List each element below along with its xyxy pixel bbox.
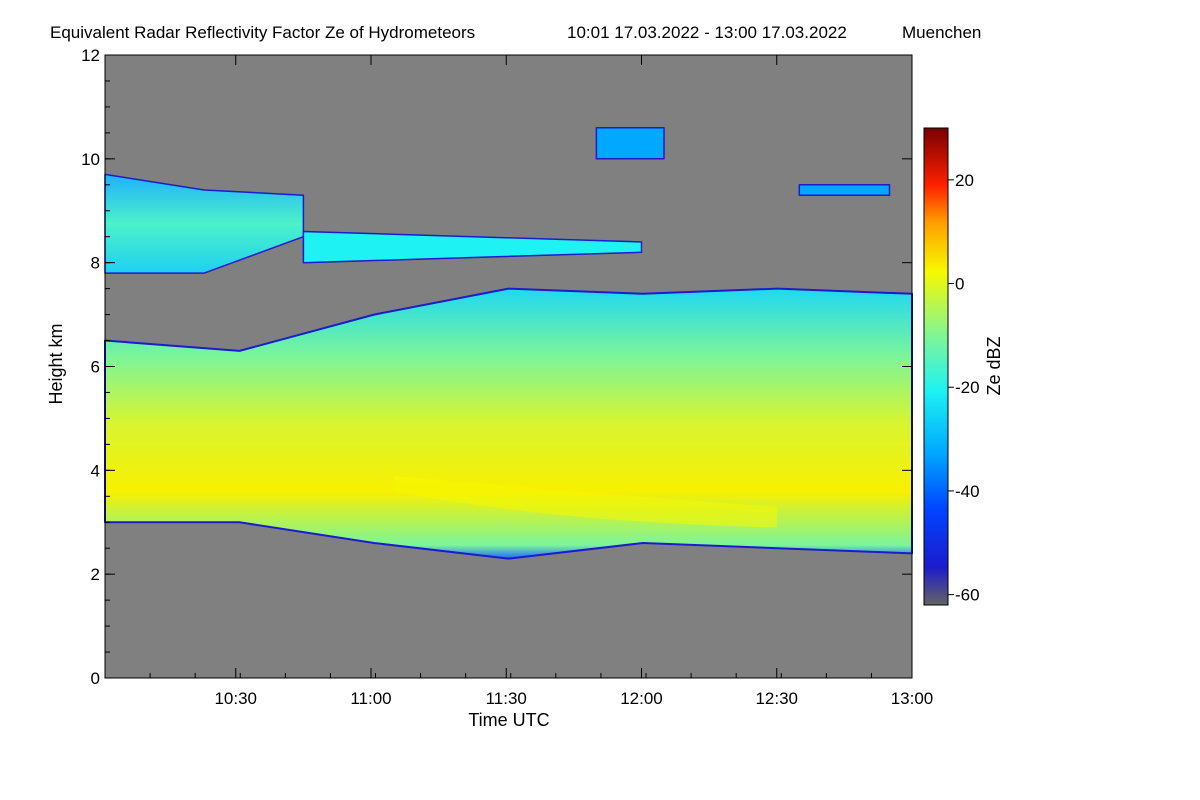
colorbar-tick-label: -60: [955, 586, 980, 605]
y-tick-label: 4: [91, 461, 100, 480]
y-tick-label: 6: [91, 358, 100, 377]
colorbar-tick-label: -40: [955, 482, 980, 501]
y-axis-ticks: 0 2 4 6 8 10 12: [81, 46, 912, 688]
chart-title: Equivalent Radar Reflectivity Factor Ze …: [50, 23, 475, 42]
x-tick-label: 11:30: [486, 689, 527, 708]
colorbar-tick-label: 0: [955, 275, 964, 294]
cloud-layer: [798, 184, 891, 196]
x-tick-label: 12:00: [620, 689, 663, 708]
colorbar-label: Ze dBZ: [984, 336, 1004, 395]
y-tick-label: 2: [91, 565, 100, 584]
colorbar: 20 0 -20 -40 -60 Ze dBZ: [923, 127, 1004, 606]
cloud-layer: [595, 126, 665, 160]
plot-area: [104, 54, 913, 679]
x-tick-label: 11:00: [350, 689, 391, 708]
y-axis-label: Height km: [46, 323, 66, 404]
y-tick-label: 12: [81, 46, 100, 65]
x-tick-label: 12:30: [755, 689, 798, 708]
chart-location: Muenchen: [902, 23, 981, 42]
y-tick-label: 10: [81, 150, 100, 169]
colorbar-tick-label: -20: [955, 378, 980, 397]
x-tick-label: 13:00: [891, 689, 934, 708]
x-tick-label: 10:30: [214, 689, 257, 708]
chart-time-range: 10:01 17.03.2022 - 13:00 17.03.2022: [567, 23, 847, 42]
y-tick-label: 0: [91, 669, 100, 688]
cloud-layer: [302, 230, 643, 264]
y-tick-label: 8: [91, 254, 100, 273]
colorbar-ticks: 20 0 -20 -40 -60: [948, 171, 980, 605]
x-axis-label: Time UTC: [468, 710, 549, 730]
reflectivity-core: [393, 475, 777, 528]
x-axis-ticks: 10:30 11:00 11:30 12:00 12:30 13:00: [104, 55, 934, 708]
colorbar-tick-label: 20: [955, 171, 974, 190]
colorbar-gradient: [923, 127, 949, 606]
